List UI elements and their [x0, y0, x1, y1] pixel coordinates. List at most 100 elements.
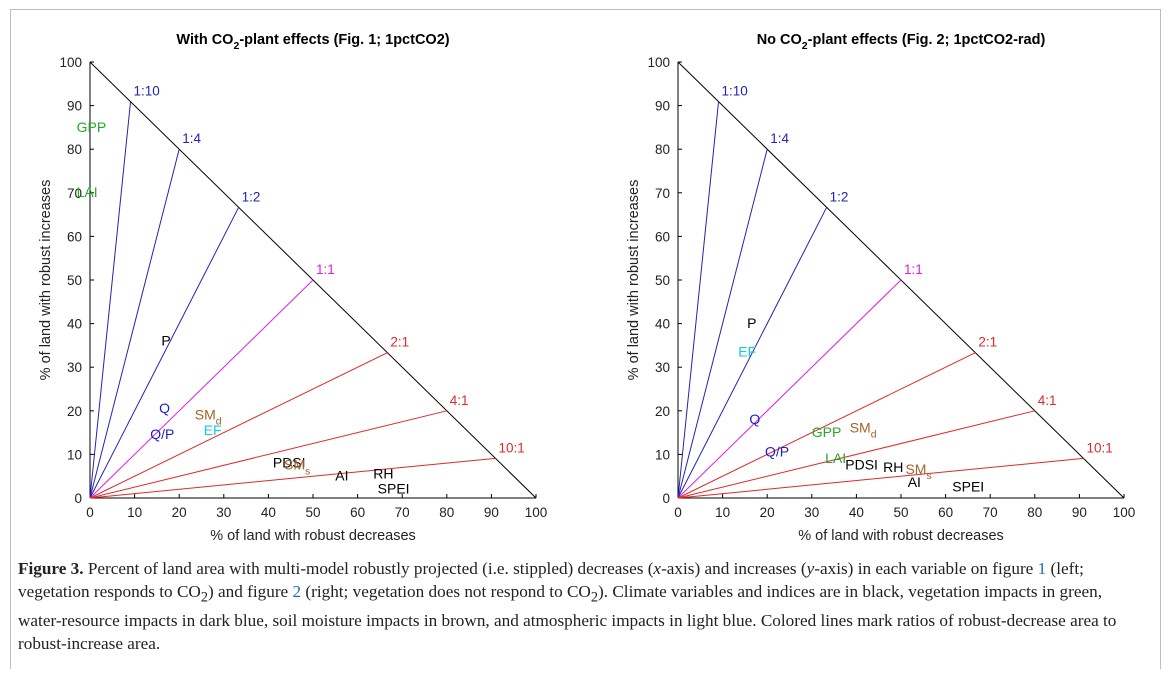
variable-name: RH — [883, 459, 903, 475]
y-tick-label: 20 — [655, 404, 670, 419]
x-tick-label: 40 — [849, 505, 864, 520]
right-chart: No CO2-plant effects (Fig. 2; 1pctCO2-ra… — [626, 32, 1135, 544]
y-tick-label: 80 — [67, 142, 82, 157]
variable-name: EF — [738, 343, 756, 359]
y-tick-label: 100 — [59, 55, 82, 70]
y-tick-label: 60 — [655, 229, 670, 244]
caption-subscript: 2 — [200, 589, 208, 606]
x-tick-label: 10 — [715, 505, 730, 520]
y-tick-label: 100 — [647, 55, 670, 70]
y-tick-label: 10 — [67, 447, 82, 462]
variable-label: PDSI — [273, 454, 306, 470]
figure-2-link[interactable]: 2 — [292, 582, 302, 601]
x-axis-label: % of land with robust decreases — [798, 528, 1004, 544]
chart-title-subscript: 2 — [233, 40, 239, 52]
chart-title-part: -plant effects (Fig. 2; 1pctCO2-rad) — [808, 32, 1046, 48]
caption-text: Percent of land area with multi-model ro… — [83, 559, 654, 578]
figure-caption: Figure 3. Percent of land area with mult… — [18, 557, 1148, 655]
x-tick-label: 90 — [1072, 505, 1087, 520]
caption-text: -axis) in each variable on figure — [814, 559, 1038, 578]
ratio-label: 1:2 — [242, 189, 261, 204]
variable-label: RH — [883, 459, 903, 475]
x-tick-label: 30 — [216, 505, 231, 520]
variable-name: PDSI — [845, 457, 878, 473]
left-chart: With CO2-plant effects (Fig. 1; 1pctCO2)… — [38, 32, 548, 544]
y-tick-label: 70 — [655, 186, 670, 201]
variable-label: PDSI — [845, 457, 878, 473]
y-tick-label: 50 — [67, 273, 82, 288]
ratio-line — [89, 207, 240, 499]
variable-label: P — [161, 332, 170, 348]
variable-label: EF — [738, 343, 756, 359]
y-tick-label: 30 — [655, 360, 670, 375]
ratio-label: 1:10 — [134, 84, 160, 99]
variable-name: AI — [335, 468, 348, 484]
caption-label: Figure 3. — [18, 559, 84, 578]
ratio-line — [89, 101, 132, 499]
x-tick-label: 80 — [439, 505, 454, 520]
ratio-line — [89, 457, 496, 499]
variable-label: EF — [204, 422, 222, 438]
variable-name: GPP — [812, 424, 842, 440]
chart-title-subscript: 2 — [802, 40, 808, 52]
variable-name: SM — [284, 457, 305, 473]
variable-name: P — [161, 332, 170, 348]
variable-label: LAI — [825, 450, 846, 466]
ratio-line — [677, 279, 902, 499]
x-tick-label: 60 — [938, 505, 953, 520]
variable-label: AI — [908, 474, 921, 490]
ratio-label: 10:1 — [498, 440, 524, 455]
variable-name: SM — [195, 407, 216, 423]
caption-y-italic: y — [806, 559, 815, 578]
y-tick-label: 70 — [67, 186, 82, 201]
ratio-label: 1:4 — [182, 131, 201, 146]
ratio-label: 1:4 — [770, 131, 789, 146]
variable-label: Q — [159, 400, 170, 416]
x-tick-label: 0 — [674, 505, 682, 520]
variable-label: SMs — [905, 461, 931, 482]
variable-name: Q — [749, 411, 760, 427]
ratio-label: 4:1 — [1038, 393, 1057, 408]
y-tick-label: 50 — [655, 273, 670, 288]
ratio-line — [677, 352, 976, 499]
chart-title-part: With CO — [176, 32, 233, 48]
caption-subscript: 2 — [590, 589, 599, 606]
variable-name: Q/P — [765, 444, 789, 460]
ratio-line — [89, 149, 180, 499]
variable-label: SPEI — [378, 481, 410, 497]
figure-frame — [10, 9, 1161, 669]
caption-x-italic: x — [653, 559, 662, 578]
x-tick-label: 100 — [525, 505, 548, 520]
variable-name: SPEI — [378, 481, 410, 497]
ratio-label: 1:1 — [904, 262, 923, 277]
variable-label: SMd — [850, 420, 877, 441]
ratio-label: 1:2 — [830, 189, 849, 204]
x-tick-label: 80 — [1027, 505, 1042, 520]
caption-text: ). Climate variables and indices are in … — [18, 582, 1117, 654]
y-tick-label: 80 — [655, 142, 670, 157]
ratio-label: 2:1 — [390, 335, 409, 350]
variable-name: Q/P — [150, 426, 174, 442]
y-tick-label: 60 — [67, 229, 82, 244]
ratio-label: 4:1 — [450, 393, 469, 408]
y-tick-label: 40 — [67, 317, 82, 332]
ratio-label: 1:10 — [722, 84, 748, 99]
figure-1-link[interactable]: 1 — [1037, 559, 1047, 578]
chart-title-part: No CO — [757, 32, 802, 48]
variable-name: LAI — [825, 450, 846, 466]
x-tick-label: 30 — [804, 505, 819, 520]
variable-name: RH — [373, 465, 393, 481]
x-tick-label: 60 — [350, 505, 365, 520]
x-tick-label: 20 — [172, 505, 187, 520]
variable-subscript: s — [305, 466, 310, 478]
chart-title: No CO2-plant effects (Fig. 2; 1pctCO2-ra… — [757, 32, 1046, 52]
y-tick-label: 30 — [67, 360, 82, 375]
ratio-line — [89, 279, 314, 499]
variable-label: SMs — [284, 457, 310, 478]
variable-label: RH — [373, 465, 393, 481]
chart-title: With CO2-plant effects (Fig. 1; 1pctCO2) — [176, 32, 449, 52]
variable-name: P — [747, 315, 756, 331]
variable-label: AI — [335, 468, 348, 484]
variable-subscript: d — [871, 429, 877, 441]
chart-title-part: -plant effects (Fig. 1; 1pctCO2) — [239, 32, 449, 48]
